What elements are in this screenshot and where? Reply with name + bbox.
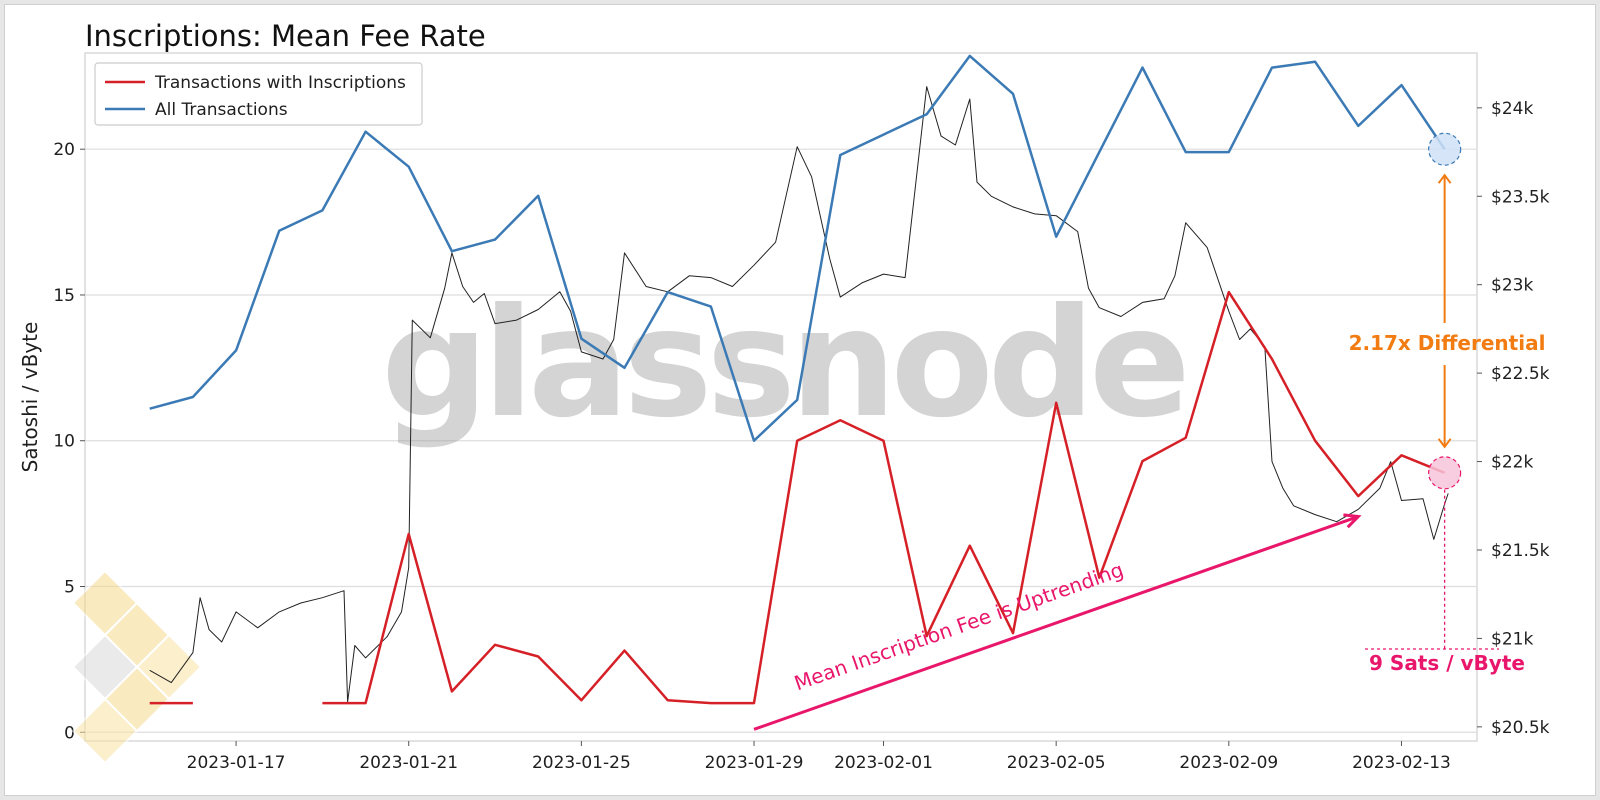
y2-tick-label: $21.5k [1491,541,1550,561]
differential-arrowhead-up [1437,173,1452,184]
plot-area [84,52,1478,742]
callout-label: 9 Sats / vByte [1369,651,1525,675]
x-tick-label: 2023-02-13 [1352,753,1451,773]
x-tick-label: 2023-01-25 [532,753,631,773]
chart-frame: Inscriptions: Mean Fee Rate 0 5 10 15 20 $20… [4,4,1596,796]
trend-arrow [753,515,1359,731]
differential-arrowhead-down [1437,438,1452,449]
y2-tick-label: $23.5k [1491,187,1550,207]
inscription-endpoint-marker [1428,456,1462,490]
y-axis-ticks: 0 5 10 15 20 [53,140,85,743]
legend: Transactions with Inscriptions All Trans… [94,62,423,126]
y2-tick-label: $24k [1491,99,1533,119]
y-tick-label: 10 [53,432,75,452]
chart-svg: Inscriptions: Mean Fee Rate 0 5 10 15 20 $20… [18,19,1550,773]
differential-label: 2.17x Differential [1349,331,1546,355]
x-tick-label: 2023-01-17 [187,753,286,773]
y2-axis-ticks: $20.5k $21k $21.5k $22k $22.5k $23k $23.5k $24k [1477,99,1550,738]
y-tick-label: 5 [64,577,75,597]
series-line-inscriptions [322,290,1446,705]
x-tick-label: 2023-01-21 [359,753,458,773]
gridlines [85,148,1477,733]
legend-label-all: All Transactions [155,100,288,120]
trend-arrowhead [1343,513,1362,529]
x-tick-label: 2023-01-29 [705,753,804,773]
logo-mark [71,569,203,765]
x-tick-label: 2023-02-09 [1179,753,1278,773]
y-tick-label: 15 [53,286,75,306]
y2-tick-label: $21k [1491,629,1533,649]
x-tick-label: 2023-02-01 [834,753,933,773]
all-tx-endpoint-marker [1428,132,1462,166]
y2-tick-label: $20.5k [1491,718,1550,738]
y-tick-label: 20 [53,140,75,160]
watermark: glassnode [381,277,1185,451]
x-tick-label: 2023-02-05 [1007,753,1106,773]
y2-tick-label: $22k [1491,453,1533,473]
chart-title: Inscriptions: Mean Fee Rate [85,19,486,53]
series-line-all-transactions [149,54,1446,442]
legend-box [94,62,423,126]
y2-tick-label: $22.5k [1491,364,1550,384]
x-axis-ticks: 2023-01-17 2023-01-21 2023-01-25 2023-01-29… [187,741,1451,773]
y-tick-label: 0 [64,723,75,743]
series-layer [149,54,1449,705]
y2-tick-label: $23k [1491,276,1533,296]
y-axis-title: Satoshi / vByte [18,322,42,473]
legend-label-inscriptions: Transactions with Inscriptions [154,73,406,93]
